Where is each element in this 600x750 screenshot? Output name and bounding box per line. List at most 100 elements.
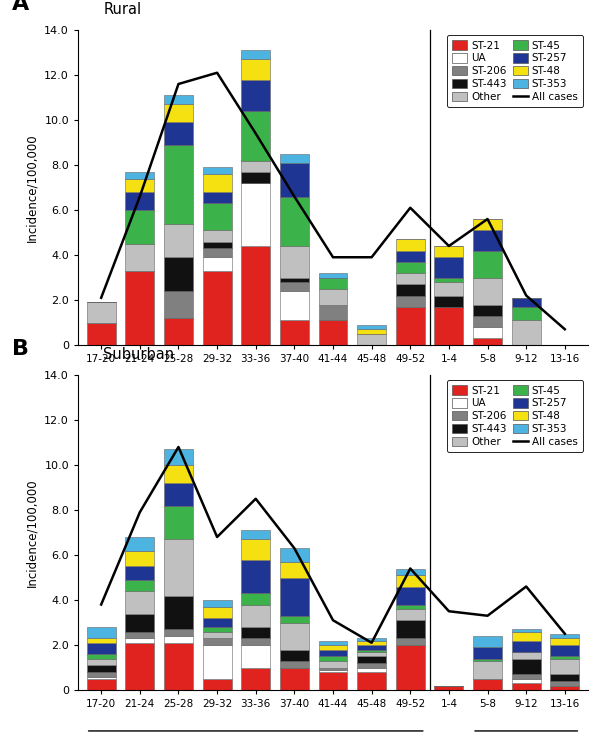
Bar: [473, 647, 502, 658]
Bar: [280, 320, 309, 345]
Bar: [280, 246, 309, 278]
Bar: [241, 627, 270, 638]
Bar: [357, 640, 386, 645]
Bar: [164, 506, 193, 539]
Bar: [86, 638, 116, 643]
Bar: [473, 636, 502, 647]
Bar: [125, 614, 154, 632]
Bar: [434, 257, 463, 278]
Bar: [203, 257, 232, 271]
Bar: [473, 278, 502, 304]
Bar: [550, 638, 580, 645]
Bar: [434, 686, 463, 690]
Bar: [125, 580, 154, 591]
Bar: [164, 539, 193, 596]
Bar: [164, 596, 193, 629]
Text: Suburban: Suburban: [104, 347, 175, 362]
Bar: [473, 316, 502, 327]
Bar: [164, 643, 193, 690]
Bar: [512, 679, 541, 683]
Bar: [203, 203, 232, 230]
Bar: [125, 210, 154, 244]
Bar: [550, 686, 580, 690]
Bar: [164, 449, 193, 465]
Bar: [396, 568, 425, 575]
Bar: [357, 650, 386, 652]
Bar: [86, 643, 116, 654]
Bar: [280, 154, 309, 163]
Bar: [164, 636, 193, 643]
Bar: [203, 645, 232, 679]
Bar: [164, 291, 193, 318]
Bar: [241, 593, 270, 604]
Bar: [203, 167, 232, 174]
Bar: [241, 638, 270, 645]
Bar: [125, 550, 154, 566]
Bar: [125, 244, 154, 271]
Bar: [512, 320, 541, 345]
Bar: [164, 95, 193, 104]
Bar: [280, 650, 309, 661]
Bar: [512, 307, 541, 320]
Bar: [241, 183, 270, 246]
Bar: [473, 304, 502, 316]
Bar: [319, 656, 347, 661]
Bar: [241, 668, 270, 690]
Bar: [86, 658, 116, 665]
Bar: [319, 320, 347, 345]
Bar: [319, 640, 347, 645]
Bar: [357, 668, 386, 672]
Bar: [164, 257, 193, 291]
Bar: [164, 145, 193, 224]
Bar: [86, 679, 116, 690]
Bar: [241, 80, 270, 111]
Bar: [396, 296, 425, 307]
Bar: [280, 548, 309, 562]
Bar: [396, 575, 425, 586]
Bar: [473, 251, 502, 278]
Bar: [241, 560, 270, 593]
Bar: [86, 627, 116, 638]
Bar: [434, 282, 463, 296]
Bar: [396, 284, 425, 296]
Bar: [203, 638, 232, 645]
Bar: [241, 604, 270, 627]
Bar: [241, 50, 270, 59]
Bar: [280, 622, 309, 650]
Bar: [473, 679, 502, 690]
Bar: [164, 122, 193, 145]
Bar: [434, 246, 463, 257]
Bar: [512, 632, 541, 640]
Bar: [357, 672, 386, 690]
Bar: [125, 632, 154, 638]
Bar: [512, 629, 541, 632]
Bar: [357, 652, 386, 656]
Bar: [319, 672, 347, 690]
Bar: [319, 273, 347, 278]
Bar: [434, 307, 463, 345]
Bar: [203, 192, 232, 203]
Text: Rural: Rural: [104, 2, 142, 17]
Bar: [241, 246, 270, 345]
Bar: [473, 338, 502, 345]
Bar: [241, 539, 270, 560]
Bar: [241, 645, 270, 668]
Bar: [86, 302, 116, 322]
Bar: [357, 645, 386, 650]
Bar: [125, 566, 154, 580]
Bar: [357, 334, 386, 345]
Bar: [396, 638, 425, 645]
Bar: [550, 674, 580, 681]
Bar: [357, 663, 386, 668]
Bar: [164, 629, 193, 636]
Bar: [512, 640, 541, 652]
Bar: [396, 609, 425, 620]
Bar: [203, 632, 232, 638]
Bar: [512, 674, 541, 679]
Bar: [280, 661, 309, 668]
Bar: [241, 160, 270, 172]
Bar: [203, 607, 232, 618]
Bar: [203, 618, 232, 627]
Bar: [473, 327, 502, 338]
Bar: [512, 683, 541, 690]
